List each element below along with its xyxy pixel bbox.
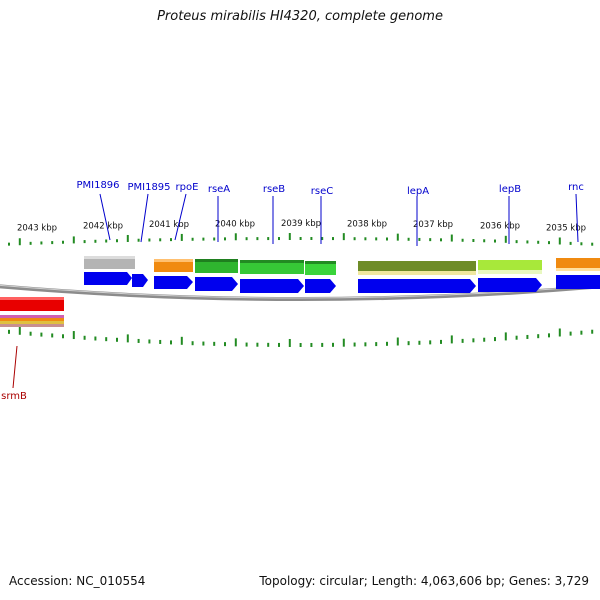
cds-arrow [358,279,476,293]
scale-label: 2036 kbp [480,222,520,232]
genome-backbone [0,284,600,301]
leader-srmB [12,345,18,389]
scale-label: 2043 kbp [17,224,57,234]
leader-rpoE [174,193,187,241]
gene-label-leaders [99,193,579,246]
cds-arrow [556,275,600,289]
cds-arrow [478,278,542,292]
gene-label-rseA: rseA [208,184,230,195]
cds-track [84,272,600,293]
gene-label-lepB: lepB [499,184,521,195]
scale-labels: 2043 kbp 2042 kbp 2041 kbp 2040 kbp 2039 kbp… [17,219,586,234]
gene-label-rpoE: rpoE [176,182,199,193]
feature-label-srmB: srmB [1,391,27,402]
scale-label: 2038 kbp [347,219,387,229]
gene-label-rseB: rseB [263,184,285,195]
leader-PMI1895 [140,193,149,243]
cds-arrow [195,277,238,291]
scale-label: 2042 kbp [83,222,123,232]
scale-label: 2040 kbp [215,219,255,229]
gene-feature-lepA [358,261,476,275]
gene-label-PMI1895: PMI1895 [127,182,170,193]
cds-arrow [240,279,304,293]
gene-feature-PMI1896 [84,256,135,269]
gene-feature-rpoE [154,259,193,272]
scale-label: 2035 kbp [546,224,586,234]
accession-text: Accession: NC_010554 [9,574,146,588]
cds-arrow [305,279,336,293]
topology-text: Topology: circular; Length: 4,063,606 bp… [259,574,589,588]
srmB-feature [0,297,64,327]
gene-label-lepA: lepA [407,186,429,197]
scale-label: 2037 kbp [413,220,453,230]
figure-title: Proteus mirabilis HI4320, complete genom… [157,9,443,24]
leader-rnc [575,193,579,243]
gene-feature-rseB [240,260,304,274]
cds-arrow [154,276,193,289]
gene-feature-rseC [305,261,336,275]
tick-ring-outer [8,233,594,246]
cds-arrow [132,274,148,287]
gene-label-rnc: rnc [568,182,584,193]
gene-labels: PMI1896 PMI1895 rpoE rseA rseB rseC lepA… [76,180,583,197]
gene-feature-rseA [195,259,238,273]
cds-arrow [84,272,132,285]
scale-label: 2039 kbp [281,219,321,229]
scale-label: 2041 kbp [149,220,189,230]
tick-ring-inner [8,326,594,347]
gene-label-rseC: rseC [311,186,333,197]
leader-PMI1896 [99,193,111,241]
gene-feature-rnc [556,258,600,271]
gene-feature-lepB [478,260,542,274]
gene-label-PMI1896: PMI1896 [76,180,119,191]
